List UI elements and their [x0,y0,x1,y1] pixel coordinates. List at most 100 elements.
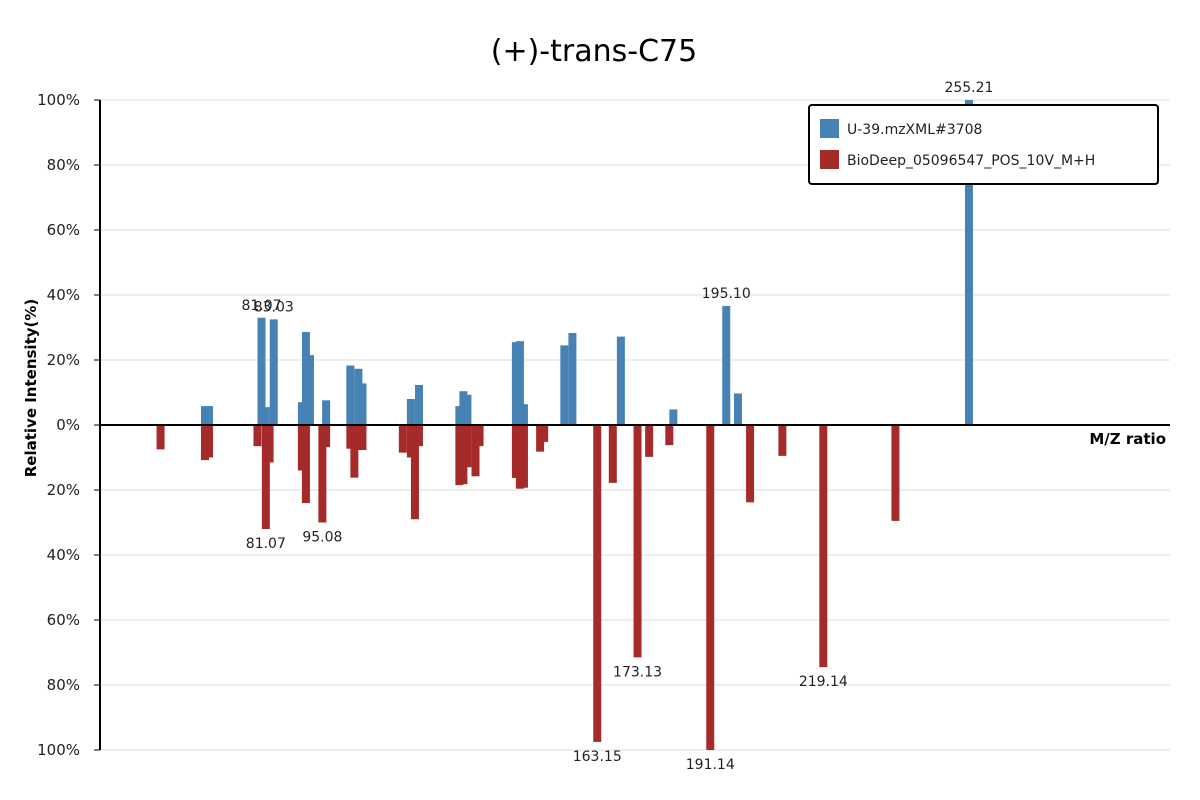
query-peak-bar [261,407,270,425]
reference-peak-bar [706,425,715,750]
reference-peak-bar [536,425,545,452]
reference-peak-bar [265,425,274,463]
peak-label: 81.07 [246,536,286,552]
query-peak-bar [568,333,577,425]
reference-peak-bar [540,425,549,442]
query-peak-bar [346,365,355,425]
reference-peak-bar [891,425,900,521]
query-peak-bar [414,385,423,425]
reference-peak-bar [463,425,472,468]
reference-peak-bar [608,425,617,483]
y-tick-label: 40% [47,286,80,304]
legend-box [808,104,1159,185]
peak-label: 83.03 [254,299,294,315]
query-peak-bar [463,394,472,425]
query-peak-bar [519,404,528,425]
reference-peak-bar [354,425,363,451]
y-tick-label: 20% [47,351,80,369]
y-axis-title: Relative Intensity(%) [22,299,40,478]
query-peak-bar [560,345,569,425]
reference-peak-bar [350,425,359,478]
query-peak-bar [269,319,278,425]
query-peak-bar [301,332,310,425]
y-tick-label: 100% [37,91,80,109]
reference-peak-bar [819,425,828,668]
peak-label: 195.10 [702,286,751,302]
legend: U-39.mzXML#3708 BioDeep_05096547_POS_10V… [808,104,1159,185]
reference-peak-bar [455,425,464,486]
reference-peak-bar [633,425,642,658]
peak-label: 255.21 [944,80,993,96]
reference-peak-bar [398,425,407,453]
query-peak-bar [305,355,314,425]
query-spectrum-bars [200,100,973,425]
y-tick-label: 0% [56,416,80,434]
reference-peak-bar [471,425,480,477]
reference-peak-bar [318,425,327,523]
legend-swatch-reference [820,150,839,169]
reference-peak-bar [511,425,520,478]
reference-peak-bar [645,425,654,457]
legend-label-query: U-39.mzXML#3708 [847,122,982,138]
reference-peak-bar [261,425,270,529]
peak-label: 81.07 [241,298,281,314]
query-peak-bar [964,100,973,425]
reference-peak-bar [406,425,415,458]
query-peak-bar [733,393,742,425]
reference-peak-bar [665,425,674,446]
reference-peak-bar [156,425,165,450]
y-tick-label: 100% [37,741,80,759]
reference-peak-bar [301,425,310,503]
reference-peak-bar [475,425,484,447]
peak-label: 95.08 [302,530,342,546]
y-tick-label: 40% [47,546,80,564]
reference-peak-bar [297,425,306,471]
y-axis-ticks: 100% 80% 60% 40% 20% 0% 20% 40% 60% 80% 100% [37,91,100,759]
reference-peak-bar [346,425,355,449]
query-peak-bar [297,402,306,425]
query-peak-bar [406,399,415,425]
y-tick-label: 20% [47,481,80,499]
y-tick-label: 60% [47,611,80,629]
query-peak-bar [200,406,209,425]
query-peak-bar [358,383,367,425]
reference-peak-bar [519,425,528,488]
reference-peak-bar [253,425,262,447]
legend-swatch-query [820,119,839,138]
query-peak-bar [322,400,331,425]
chart-title: (+)-trans-C75 [491,34,697,69]
query-peak-bar [257,317,266,425]
reference-peak-bar [322,425,331,448]
query-peak-bar [459,391,468,425]
reference-spectrum-bars [156,425,900,750]
query-peak-bar [669,409,678,425]
reference-peak-bar [746,425,755,503]
y-tick-label: 80% [47,156,80,174]
query-peak-bar [205,406,214,425]
x-axis-title: M/Z ratio [1089,430,1166,448]
reference-peak-bar [459,425,468,485]
reference-peak-bar [593,425,602,742]
reference-peak-bar [410,425,419,520]
y-tick-label: 80% [47,676,80,694]
peak-label: 219.14 [799,674,848,690]
legend-label-reference: BioDeep_05096547_POS_10V_M+H [847,153,1095,169]
query-peak-bar [354,368,363,425]
reference-peak-bar [205,425,214,458]
query-peak-bar [515,341,524,425]
peak-label: 173.13 [613,664,662,680]
reference-peak-bar [200,425,209,461]
query-peak-bar [455,406,464,425]
reference-peak-bar [414,425,423,447]
query-peak-bar [616,336,625,425]
query-peak-bar [722,306,731,425]
query-peak-bar [511,342,520,425]
reference-peak-bar [778,425,787,456]
reference-peak-bar [358,425,367,451]
peak-label: 163.15 [573,749,622,765]
reference-peak-bar [515,425,524,489]
peak-label: 191.14 [686,757,735,773]
y-tick-label: 60% [47,221,80,239]
